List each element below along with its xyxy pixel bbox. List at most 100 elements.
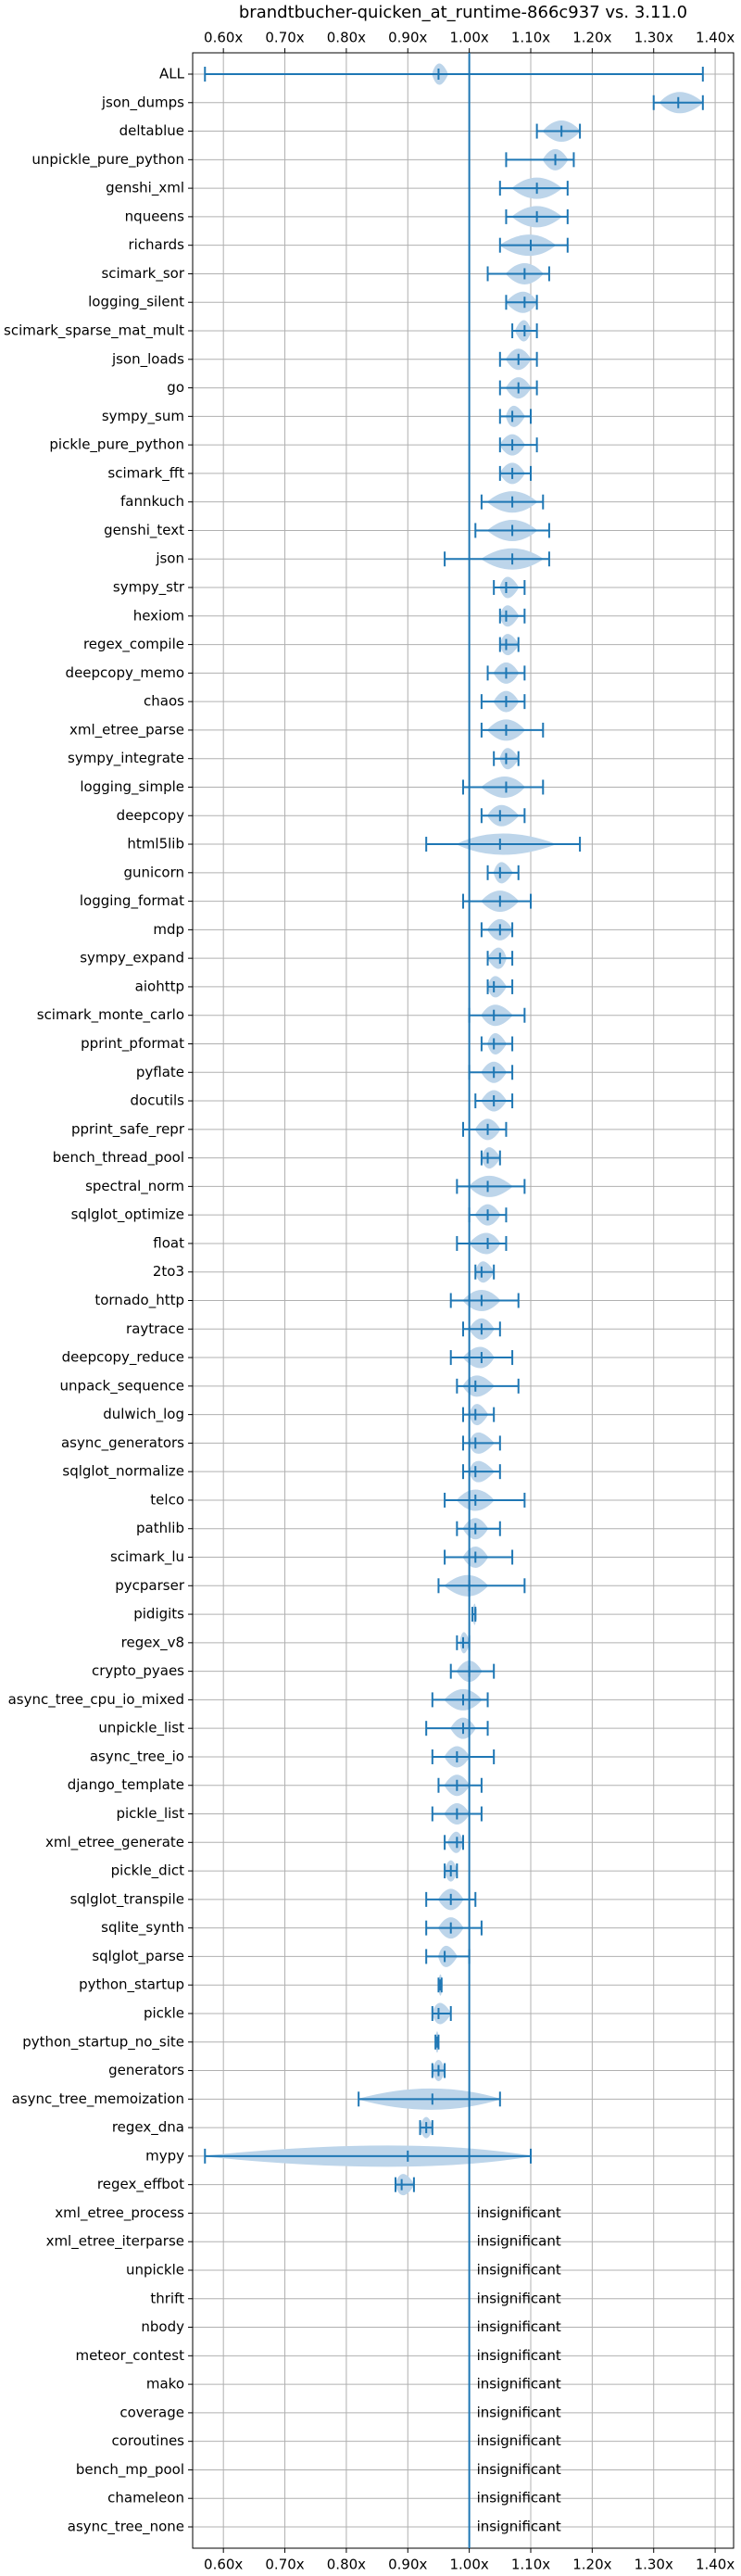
x-tick-label-bottom: 1.10x xyxy=(511,2557,550,2573)
y-tick-label: crypto_pyaes xyxy=(92,1662,184,1680)
y-tick-label: xml_etree_iterparse xyxy=(46,2233,184,2251)
y-tick-label: logging_format xyxy=(80,892,184,910)
y-tick-label: regex_dna xyxy=(112,2119,184,2137)
annotation: insignificant xyxy=(477,2318,561,2335)
x-tick-label-bottom: 0.90x xyxy=(388,2557,427,2573)
x-tick-label-top: 0.80x xyxy=(327,30,366,46)
y-tick-label: fannkuch xyxy=(120,493,184,510)
x-tick-label-top: 0.60x xyxy=(204,30,243,46)
y-tick-label: deepcopy xyxy=(117,807,184,824)
annotation: insignificant xyxy=(477,2519,561,2535)
x-tick-label-bottom: 0.70x xyxy=(265,2557,304,2573)
y-tick-label: python_startup_no_site xyxy=(22,2033,184,2051)
x-tick-label-bottom: 1.20x xyxy=(572,2557,611,2573)
x-tick-label-top: 0.70x xyxy=(265,30,304,46)
y-tick-label: spectral_norm xyxy=(85,1178,184,1195)
y-tick-label: pprint_pformat xyxy=(81,1035,184,1053)
y-tick-label: unpack_sequence xyxy=(60,1377,184,1395)
y-tick-label: sqlglot_normalize xyxy=(62,1463,184,1481)
annotation: insignificant xyxy=(477,2404,561,2420)
y-tick-label: 2to3 xyxy=(153,1263,184,1280)
y-tick-label: deepcopy_memo xyxy=(66,664,184,682)
y-tick-label: coverage xyxy=(119,2404,184,2420)
y-tick-label: xml_etree_generate xyxy=(45,1834,184,1851)
y-tick-label: pprint_safe_repr xyxy=(71,1120,185,1138)
y-tick-label: bench_thread_pool xyxy=(53,1149,184,1167)
y-tick-label: thrift xyxy=(150,2290,184,2306)
y-tick-label: scimark_lu xyxy=(110,1548,184,1566)
y-tick-label: sqlglot_transpile xyxy=(70,1890,184,1908)
x-tick-label-bottom: 0.60x xyxy=(204,2557,243,2573)
x-tick-label-top: 0.90x xyxy=(388,30,427,46)
y-tick-label: xml_etree_parse xyxy=(69,721,184,739)
y-tick-label: ALL xyxy=(159,66,185,82)
y-tick-label: pyflate xyxy=(136,1064,184,1080)
y-tick-label: coroutines xyxy=(111,2432,184,2449)
y-tick-label: async_tree_cpu_io_mixed xyxy=(8,1691,184,1709)
x-tick-label-bottom: 1.30x xyxy=(634,2557,673,2573)
annotation: insignificant xyxy=(477,2461,561,2478)
y-tick-label: tornado_http xyxy=(94,1292,184,1309)
annotation: insignificant xyxy=(477,2376,561,2393)
y-tick-label: richards xyxy=(128,236,184,253)
y-tick-label: hexiom xyxy=(133,607,184,624)
y-tick-label: xml_etree_process xyxy=(55,2204,184,2222)
y-tick-label: pickle xyxy=(144,2004,184,2021)
y-tick-label: sympy_expand xyxy=(80,950,184,967)
y-tick-label: logging_simple xyxy=(80,778,184,796)
y-tick-label: logging_silent xyxy=(88,294,184,311)
y-tick-label: json_loads xyxy=(111,350,184,368)
annotation: insignificant xyxy=(477,2290,561,2306)
y-tick-label: go xyxy=(167,379,184,396)
y-tick-label: regex_compile xyxy=(83,636,184,653)
y-tick-label: telco xyxy=(150,1491,184,1508)
y-tick-label: meteor_contest xyxy=(75,2347,184,2365)
y-tick-label: mdp xyxy=(153,921,184,938)
y-tick-label: django_template xyxy=(68,1776,184,1794)
y-tick-label: scimark_sor xyxy=(101,265,184,283)
x-tick-label-top: 1.40x xyxy=(696,30,735,46)
y-tick-label: json xyxy=(155,550,184,567)
y-tick-label: sqlglot_parse xyxy=(92,1948,184,1965)
y-tick-label: bench_mp_pool xyxy=(76,2461,184,2479)
y-tick-label: generators xyxy=(108,2062,184,2078)
annotation: insignificant xyxy=(477,2233,561,2250)
y-tick-label: sqlite_synth xyxy=(101,1919,184,1937)
y-tick-label: pickle_list xyxy=(116,1805,184,1823)
y-tick-label: dulwich_log xyxy=(103,1406,184,1423)
y-tick-label: sympy_sum xyxy=(102,408,184,425)
x-tick-label-top: 1.00x xyxy=(449,30,488,46)
y-tick-label: async_generators xyxy=(61,1434,184,1452)
x-tick-label-top: 1.30x xyxy=(634,30,673,46)
y-tick-label: unpickle xyxy=(126,2261,184,2278)
y-tick-label: pathlib xyxy=(136,1520,184,1536)
y-tick-label: mako xyxy=(146,2376,184,2393)
y-tick-label: nqueens xyxy=(125,208,184,224)
y-tick-label: unpickle_list xyxy=(98,1720,184,1737)
y-tick-label: sympy_str xyxy=(113,579,185,597)
y-tick-label: aiohttp xyxy=(135,978,184,994)
y-tick-label: scimark_sparse_mat_mult xyxy=(4,322,184,340)
annotation: insignificant xyxy=(477,2204,561,2221)
y-tick-label: chaos xyxy=(144,693,184,710)
y-tick-label: scimark_monte_carlo xyxy=(37,1006,184,1024)
y-tick-label: raytrace xyxy=(126,1320,184,1337)
y-tick-label: pycparser xyxy=(115,1577,185,1594)
y-tick-label: async_tree_memoization xyxy=(12,2090,184,2108)
y-tick-label: mypy xyxy=(145,2147,184,2164)
x-tick-label-bottom: 1.00x xyxy=(449,2557,488,2573)
chart-title: brandtbucher-quicken_at_runtime-866c937 … xyxy=(239,3,687,22)
y-tick-label: html5lib xyxy=(127,836,184,852)
y-tick-label: nbody xyxy=(141,2318,184,2335)
y-tick-label: async_tree_io xyxy=(90,1748,184,1765)
annotation: insignificant xyxy=(477,2261,561,2278)
y-tick-label: async_tree_none xyxy=(68,2519,184,2536)
annotation: insignificant xyxy=(477,2490,561,2507)
y-tick-label: pickle_pure_python xyxy=(49,436,184,454)
annotation: insignificant xyxy=(477,2347,561,2364)
y-tick-label: deepcopy_reduce xyxy=(62,1349,184,1367)
y-tick-label: json_dumps xyxy=(101,94,184,111)
x-tick-label-top: 1.20x xyxy=(572,30,611,46)
